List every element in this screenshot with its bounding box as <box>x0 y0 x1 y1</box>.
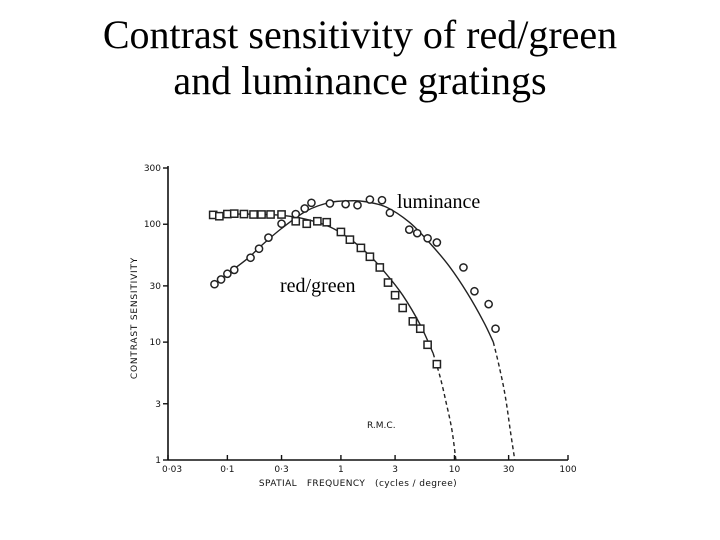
red-green-point <box>257 210 266 219</box>
x-tick-label: 1 <box>338 465 344 475</box>
luminance-point <box>365 195 375 204</box>
axes <box>167 166 568 461</box>
x-tick-label: 3 <box>392 465 398 475</box>
x-axis-title: SPATIAL FREQUENCY (cycles / degree) <box>259 479 457 489</box>
luminance-fit-curve <box>212 199 494 343</box>
luminance-point <box>254 244 264 254</box>
luminance-point <box>412 228 422 238</box>
luminance-point <box>307 198 316 208</box>
luminance-point <box>300 204 310 213</box>
luminance-point <box>325 199 335 208</box>
luminance-point <box>277 219 286 229</box>
red-green-point <box>383 278 393 287</box>
red-green-point <box>375 263 385 272</box>
y-tick-label: 30 <box>150 282 162 292</box>
luminance-point <box>246 253 255 263</box>
luminance-point <box>484 299 493 309</box>
x-tick-label: 0·03 <box>162 465 182 475</box>
red-green-point <box>398 303 408 313</box>
red-green-point <box>277 210 286 219</box>
luminance-point <box>377 195 387 205</box>
red-green-point <box>291 216 301 226</box>
red-green-point <box>266 210 275 219</box>
luminance-point <box>404 225 414 234</box>
x-tick-label: 10 <box>449 465 461 475</box>
x-tick-label: 0·3 <box>274 465 288 475</box>
x-tick-label: 30 <box>503 465 515 475</box>
luminance-point <box>459 263 468 272</box>
red-green-point <box>249 210 258 219</box>
red-green-point <box>432 359 442 369</box>
y-tick-label: 10 <box>150 338 162 348</box>
slide-title-line-1: Contrast sensitivity of red/green <box>102 12 618 57</box>
red-green-point <box>365 252 375 262</box>
luminance-point <box>216 275 226 284</box>
red-green-point <box>312 216 322 226</box>
y-tick-label: 100 <box>144 220 161 230</box>
x-tick-label: 0·1 <box>220 465 234 475</box>
slide-title-line-2: and luminance gratings <box>173 58 547 103</box>
slide-title: Contrast sensitivity of red/green and lu… <box>0 12 720 104</box>
luminance-point <box>229 265 239 275</box>
y-tick-label: 3 <box>155 400 161 410</box>
red-green-point <box>390 290 400 300</box>
red-green-label: red/green <box>280 275 356 297</box>
luminance-point <box>210 279 219 289</box>
red-green-point <box>336 227 346 237</box>
luminance-point <box>291 209 301 219</box>
red-green-extrapolated-curve <box>432 353 457 461</box>
red-green-point <box>215 211 224 221</box>
red-green-point <box>322 217 332 227</box>
x-tick-label: 100 <box>559 465 576 475</box>
luminance-point <box>470 286 479 296</box>
y-axis-title: CONTRAST SENSITIVITY <box>130 257 140 379</box>
luminance-point <box>491 324 500 334</box>
red-green-point <box>239 209 249 219</box>
luminance-point <box>353 200 362 210</box>
luminance-extrapolated-curve <box>492 341 516 461</box>
red-green-point <box>356 243 366 253</box>
luminance-point <box>423 233 432 243</box>
red-green-point <box>302 219 312 229</box>
red-green-point <box>223 209 232 219</box>
luminance-point <box>432 238 442 247</box>
red-green-point <box>423 340 432 350</box>
axis-ticks: 1 3 10 30 100 300 0·03 0·1 0·3 1 3 10 30 100 <box>144 164 577 475</box>
annotation-initials: R.M.C. <box>367 421 396 431</box>
luminance-point <box>223 269 232 279</box>
luminance-label: luminance <box>397 191 480 213</box>
y-tick-label: 1 <box>155 456 161 466</box>
luminance-point <box>264 233 273 242</box>
red-green-point <box>415 324 425 334</box>
red-green-point <box>408 317 418 326</box>
luminance-point <box>341 199 350 209</box>
luminance-point <box>385 208 395 218</box>
y-tick-label: 300 <box>144 164 161 174</box>
red-green-point <box>229 209 239 218</box>
red-green-point <box>345 235 355 245</box>
data-points <box>208 195 500 369</box>
fitted-curves <box>212 199 516 461</box>
